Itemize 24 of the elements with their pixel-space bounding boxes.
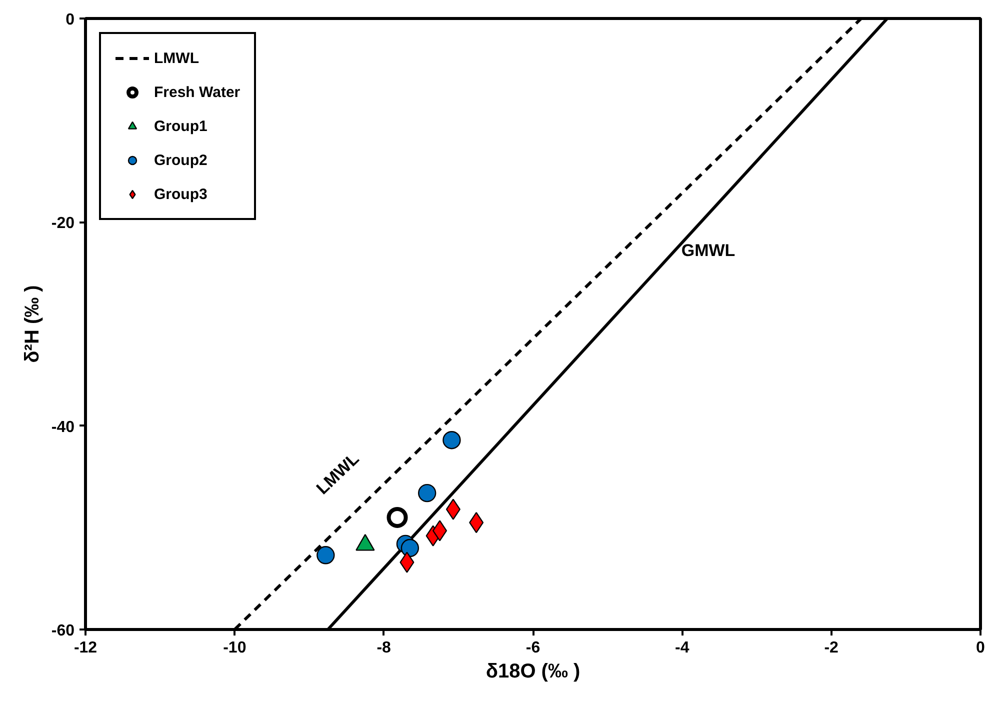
x-tick-label: -2 (824, 640, 839, 656)
legend-label: Group3 (154, 186, 208, 202)
y-tick-label: 0 (66, 12, 75, 28)
y-tick-label: -40 (51, 418, 75, 436)
point (316, 546, 335, 564)
point (418, 484, 436, 502)
legend-label: Group1 (154, 118, 208, 134)
x-tick-label: -6 (526, 640, 540, 656)
point (386, 507, 408, 528)
x-tick-label: -8 (376, 640, 392, 656)
legend-label: Fresh Water (154, 84, 240, 100)
y-axis-title: δ²H (‰ ) (21, 285, 44, 363)
legend-label: Group2 (154, 152, 208, 168)
x-tick-label: 0 (976, 640, 986, 656)
y-tick-label: -20 (51, 215, 75, 232)
x-tick-label: -4 (675, 640, 690, 656)
x-tick-label: -10 (223, 640, 246, 656)
point (442, 431, 461, 450)
point (400, 538, 420, 558)
legend-label: LMWL (154, 50, 199, 66)
y-tick-label: -60 (51, 622, 75, 640)
x-tick-label: -12 (74, 640, 98, 656)
annotation: GMWL (681, 241, 736, 260)
x-axis-title: δ18O (‰ ) (486, 660, 580, 682)
